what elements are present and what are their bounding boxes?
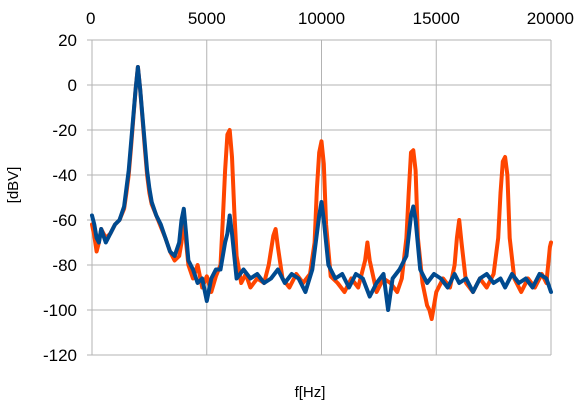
- y-tick-label: -20: [52, 121, 77, 140]
- y-tick-label: -120: [43, 346, 77, 365]
- x-tick-label: 10000: [298, 9, 345, 28]
- y-axis-title: [dBV]: [5, 167, 22, 204]
- y-tick-label: -40: [52, 166, 77, 185]
- series-group: [90, 65, 553, 321]
- series-line-2: [90, 65, 553, 312]
- x-tick-label: 0: [86, 9, 95, 28]
- y-tick-label: -100: [43, 301, 77, 320]
- y-tick-labels: 20 0 -20 -40 -60 -80 -100 -120: [43, 31, 77, 365]
- x-tick-label: 5000: [188, 9, 226, 28]
- y-tick-label: 0: [68, 76, 77, 95]
- y-tick-label: 20: [58, 31, 77, 50]
- x-axis-title: f[Hz]: [295, 384, 326, 401]
- x-tick-label: 15000: [413, 9, 460, 28]
- x-tick-label: 20000: [527, 9, 574, 28]
- x-tick-labels: 0 5000 10000 15000 20000: [86, 9, 574, 28]
- grid-lines: [87, 39, 552, 356]
- y-tick-label: -60: [52, 211, 77, 230]
- y-tick-label: -80: [52, 256, 77, 275]
